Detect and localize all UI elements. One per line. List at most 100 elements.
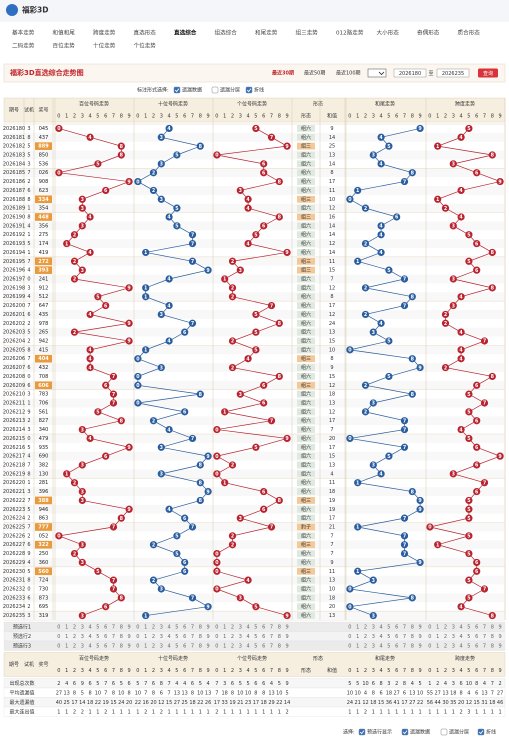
nav-link[interactable]: 012路走势 <box>336 29 364 37</box>
ball-digit: 2 <box>444 321 447 327</box>
stat-value: 6 <box>372 681 375 687</box>
stat-value: 27 <box>56 690 62 696</box>
ball <box>213 585 221 593</box>
digit-head: 2 <box>73 114 76 120</box>
ball <box>275 319 283 327</box>
range-option[interactable]: 最近50期 <box>304 70 325 77</box>
form-tag <box>297 355 315 363</box>
nav-link[interactable]: 和尾走势 <box>255 29 278 37</box>
checkbox[interactable] <box>245 86 253 94</box>
nav-link[interactable]: 质合形态 <box>458 29 481 37</box>
ball <box>400 443 409 451</box>
ball-digit: 7 <box>270 135 273 141</box>
ball-digit: 4 <box>379 472 383 478</box>
form: 组六 <box>301 577 311 584</box>
preselect-digit: 3 <box>160 643 163 649</box>
nav-link[interactable]: 十位走势 <box>93 42 116 50</box>
preselect-digit: 3 <box>81 624 84 630</box>
test-number: 8 <box>27 197 30 203</box>
nav-link[interactable]: 基本走势 <box>12 29 35 37</box>
nav-link[interactable]: 组三走势 <box>296 29 319 37</box>
issue: 2026201 <box>3 312 25 318</box>
stat-value: 12 <box>158 700 164 706</box>
stat-value: 12 <box>362 700 368 706</box>
checkbox[interactable] <box>401 728 409 736</box>
draw-number: 322 <box>38 542 49 548</box>
ball <box>400 549 409 558</box>
ball <box>86 346 94 354</box>
draw-number: 419 <box>39 250 49 256</box>
nav-link[interactable]: 百位走势 <box>53 42 76 50</box>
form-tag <box>297 302 315 309</box>
ball <box>236 390 244 398</box>
ball <box>196 461 204 469</box>
ball <box>78 496 86 505</box>
nav-link[interactable]: 个位走势 <box>134 42 157 50</box>
ball <box>377 160 385 168</box>
issue: 2026210 <box>3 392 25 398</box>
checkbox[interactable] <box>477 728 485 736</box>
ball-digit: 4 <box>246 356 250 362</box>
digit-head: 2 <box>231 114 234 120</box>
ball-digit: 4 <box>379 135 383 141</box>
issue: 2026186 <box>3 179 25 185</box>
sum: 10 <box>329 197 335 203</box>
stat-value: 6 <box>262 681 265 687</box>
preselect-digit: 4 <box>168 624 171 630</box>
ball <box>78 487 86 496</box>
preselect-digit: 1 <box>223 643 226 649</box>
ball-digit: 1 <box>436 197 439 203</box>
to-value: 2026235 <box>442 71 464 77</box>
ball-digit: 6 <box>475 241 479 247</box>
query-button[interactable] <box>478 68 498 78</box>
draw-number: 561 <box>39 409 49 415</box>
preselect-digit: 6 <box>395 634 398 640</box>
nav-link[interactable]: 跨度走势 <box>93 29 116 37</box>
ball-digit: 5 <box>175 224 178 230</box>
nav-link[interactable]: 组选综合 <box>215 29 238 37</box>
stat-value: 17 <box>71 700 77 706</box>
nav-link[interactable]: 直选综合 <box>174 29 197 37</box>
ball-digit: 4 <box>167 277 171 283</box>
preselect-digit: 2 <box>73 624 76 630</box>
ball-digit: 2 <box>152 188 155 194</box>
ball-digit: 3 <box>160 472 163 478</box>
nav-link[interactable]: 奇偶形态 <box>417 29 440 37</box>
stat-value: 4 <box>65 681 68 687</box>
nav-link[interactable]: 和值和尾 <box>53 29 76 37</box>
group-title: 个位号码走势 <box>237 101 267 108</box>
stat-value: 8 <box>262 690 265 696</box>
checkbox[interactable] <box>211 86 219 94</box>
checkbox[interactable] <box>173 86 181 94</box>
ball <box>416 124 424 133</box>
range-option[interactable]: 最近100期 <box>336 70 361 77</box>
form-title: 形态 <box>313 101 323 108</box>
checkbox[interactable] <box>358 728 366 736</box>
nav-link[interactable]: 大小形态 <box>377 29 400 37</box>
stat-value: 4 <box>364 690 367 696</box>
from-input[interactable] <box>393 68 427 78</box>
ball-digit: 8 <box>491 374 495 380</box>
digit-head: 1 <box>65 668 68 674</box>
range-option[interactable]: 最近30期 <box>272 70 294 77</box>
stat-value: 1 <box>348 709 351 715</box>
preselect-digit: 9 <box>207 624 210 630</box>
ball-digit: 5 <box>467 126 470 132</box>
to-input[interactable] <box>436 68 470 78</box>
ball <box>157 195 165 203</box>
nav-link[interactable]: 二码走势 <box>12 42 35 50</box>
checkbox[interactable] <box>440 728 448 736</box>
ball <box>165 425 173 434</box>
row-stripe <box>4 221 505 231</box>
digit-head: 6 <box>475 668 478 674</box>
draw-number: 437 <box>39 135 49 141</box>
test-number: 1 <box>27 206 30 212</box>
ball-digit: 7 <box>483 480 486 486</box>
period-select[interactable] <box>367 68 387 78</box>
ball <box>149 417 158 425</box>
nav-link[interactable]: 直选形态 <box>134 29 157 37</box>
ball-digit: 4 <box>459 604 463 610</box>
ball-digit: 2 <box>152 578 155 584</box>
ball <box>86 310 94 319</box>
digit-head: 1 <box>144 114 147 120</box>
